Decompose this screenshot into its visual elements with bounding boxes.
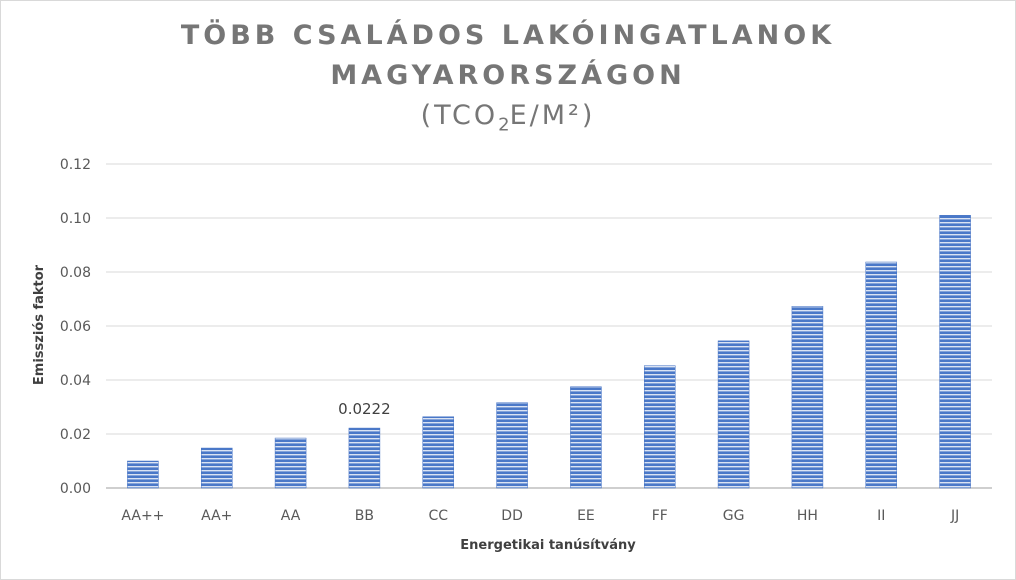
chart-title-unit-suffix: E/M²) — [509, 100, 596, 131]
x-tick-label: BB — [355, 508, 374, 524]
x-tick-label: EE — [577, 508, 595, 524]
x-tick-label: HH — [797, 508, 818, 524]
y-tick-label: 0.04 — [60, 373, 91, 389]
bar-bb — [348, 427, 381, 489]
y-tick-label: 0.08 — [60, 265, 91, 281]
x-tick-label: FF — [652, 508, 668, 524]
y-tick-label: 0.12 — [60, 157, 91, 173]
x-tick-label: AA — [281, 508, 301, 524]
y-tick-label: 0.06 — [60, 319, 91, 335]
bar-dd — [496, 402, 528, 489]
bar-gg — [717, 340, 750, 489]
chart-title-unit-sub: 2 — [498, 114, 510, 136]
x-tick-label: CC — [428, 508, 448, 524]
x-axis-title: Energetikai tanúsítvány — [460, 538, 636, 553]
bar-aaplusplus — [127, 460, 159, 489]
bar-ii — [865, 261, 898, 489]
x-axis-ticks: AA++ AA+ AA BB CC DD EE FF GG HH II JJ — [121, 508, 959, 524]
bar-cc — [422, 416, 455, 489]
gridlines — [106, 163, 992, 489]
x-tick-label: II — [877, 508, 885, 524]
x-tick-label: JJ — [950, 508, 959, 524]
y-tick-label: 0.02 — [60, 427, 91, 443]
x-tick-label: GG — [723, 508, 745, 524]
y-axis-title: Emissziós faktor — [32, 264, 47, 385]
bar-hh — [791, 306, 824, 489]
chart-title-line2: MAGYARORSZÁGON — [330, 60, 686, 91]
bar-ee — [570, 386, 602, 489]
y-tick-label: 0.00 — [60, 481, 91, 497]
bar-aa — [274, 437, 307, 489]
y-axis-ticks: 0.00 0.02 0.04 0.06 0.08 0.10 0.12 — [60, 157, 91, 497]
data-labels: 0.0222 — [338, 400, 391, 418]
chart-title-unit-prefix: (TCO — [420, 100, 499, 131]
data-label: 0.0222 — [338, 400, 391, 418]
x-tick-label: AA++ — [121, 508, 164, 524]
bar-ff — [643, 365, 676, 489]
bar-jj — [939, 215, 971, 489]
bars — [127, 215, 971, 489]
y-tick-label: 0.10 — [60, 211, 91, 227]
x-tick-label: DD — [501, 508, 523, 524]
chart-title-line1: TÖBB CSALÁDOS LAKÓINGATLANOK — [180, 20, 836, 51]
chart-title-unit: (TCO2E/M²) — [0, 100, 1016, 135]
x-tick-label: AA+ — [201, 508, 232, 524]
bar-aaplus — [200, 447, 233, 489]
